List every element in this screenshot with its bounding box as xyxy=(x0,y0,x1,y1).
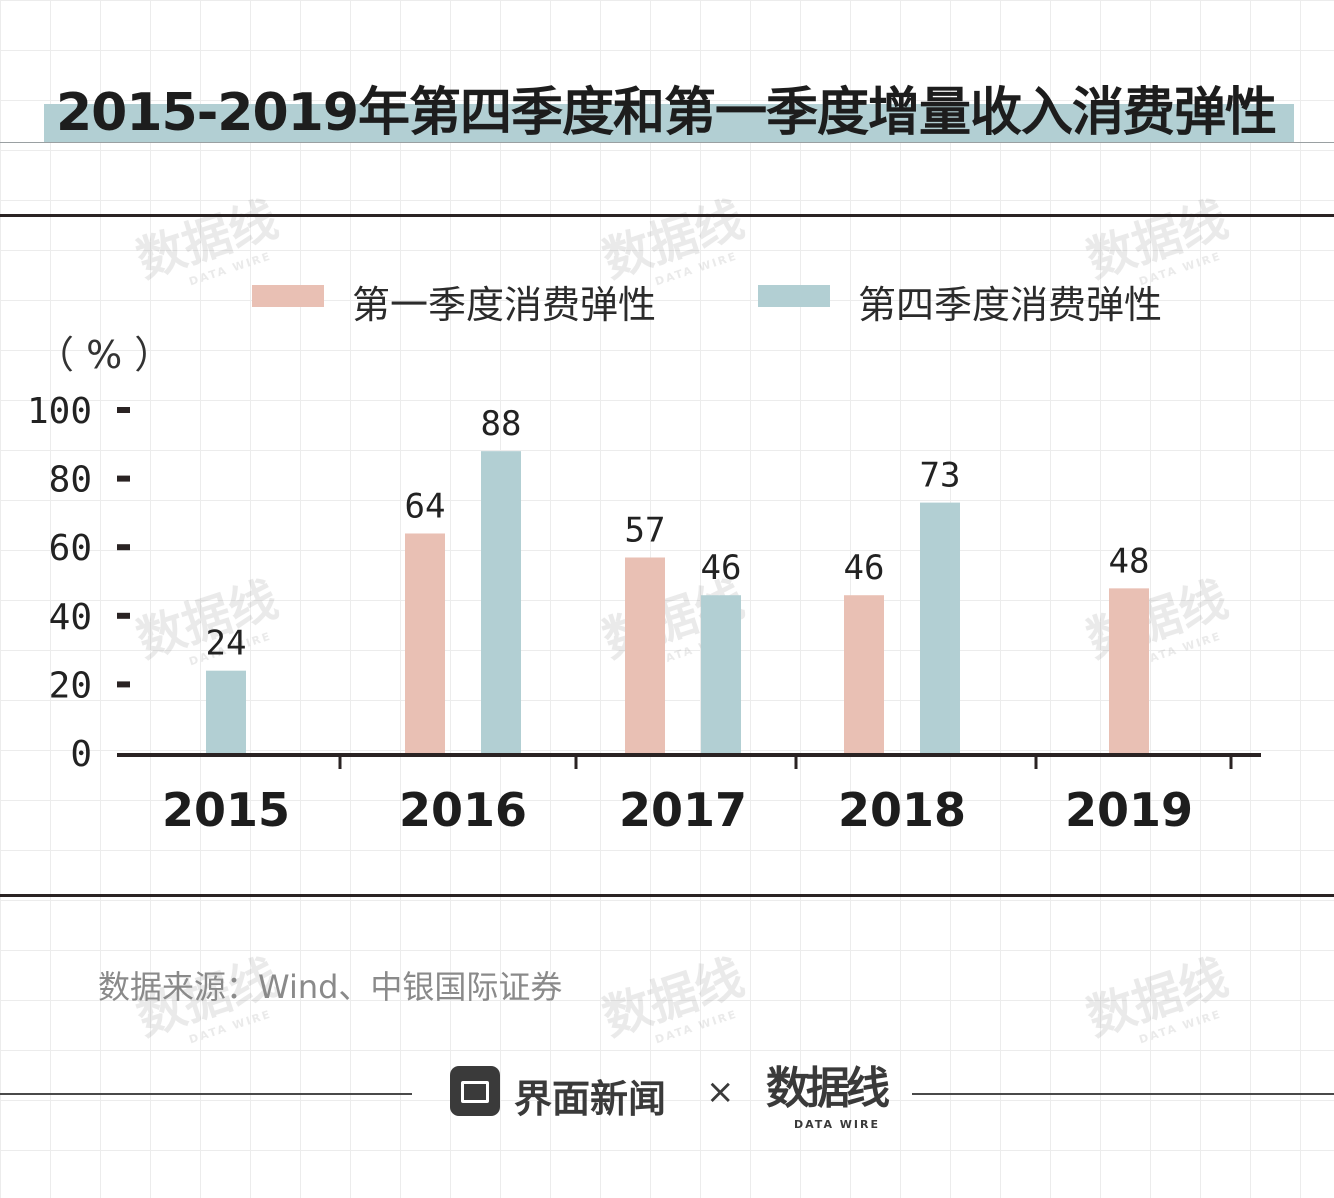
jiemian-logo-text: 界面新闻 xyxy=(514,1077,667,1121)
watermark: 数据线 DATA WIRE xyxy=(1080,949,1235,1047)
x-tick-label: 2015 xyxy=(162,783,290,837)
footer-rule-left xyxy=(0,1093,412,1095)
y-tick-label: 100 xyxy=(27,391,92,432)
bar-2017-q4 xyxy=(701,595,741,753)
data-label: 48 xyxy=(1109,541,1150,581)
x-axis-line xyxy=(117,753,1261,757)
data-label: 88 xyxy=(481,404,522,444)
data-label: 57 xyxy=(625,510,666,550)
x-tick-label: 2017 xyxy=(619,783,747,837)
x-tick-label: 2019 xyxy=(1065,783,1193,837)
data-label: 46 xyxy=(844,548,885,588)
x-axis: 2015 2016 2017 2018 2019 xyxy=(117,753,1261,837)
data-label: 46 xyxy=(701,548,742,588)
bar-2018-q1 xyxy=(844,595,884,753)
y-tick-label: 60 xyxy=(49,528,92,569)
source-note: 数据来源：Wind、中银国际证券 xyxy=(98,968,563,1006)
bar-2017-q1 xyxy=(625,557,665,753)
data-wire-logo: 数据线 DATA WIRE xyxy=(766,1050,890,1136)
data-label: 24 xyxy=(206,624,247,664)
bars: 24 64 88 57 46 46 73 48 xyxy=(206,404,1150,753)
chart-title: 2015-2019年第四季度和第一季度增量收入消费弹性 xyxy=(56,83,1277,143)
data-label: 64 xyxy=(405,486,446,526)
x-tick-mark xyxy=(794,753,798,769)
x-tick-mark xyxy=(574,753,578,769)
y-tick-mark xyxy=(117,681,130,688)
bar-2019-q1 xyxy=(1109,588,1149,753)
y-tick-mark xyxy=(117,475,130,482)
legend-swatch-q4 xyxy=(758,285,830,307)
title-underline xyxy=(0,142,1334,143)
x-tick-mark xyxy=(338,753,342,769)
legend-label-q1: 第一季度消费弹性 xyxy=(352,283,657,327)
watermark: 数据线 DATA WIRE xyxy=(596,949,751,1047)
y-tick-mark xyxy=(117,612,130,619)
data-wire-logo-cn: 数据线 xyxy=(766,1063,890,1114)
title-highlight-band xyxy=(44,104,1294,142)
x-tick-mark xyxy=(1034,753,1038,769)
y-tick-label: 20 xyxy=(49,665,92,706)
y-tick-label: 0 xyxy=(70,734,92,775)
bar-2015-q4 xyxy=(206,670,246,753)
top-divider xyxy=(0,214,1334,217)
y-tick-mark xyxy=(117,544,130,551)
data-label: 73 xyxy=(920,456,961,496)
x-tick-label: 2016 xyxy=(399,783,527,837)
bar-2016-q1 xyxy=(405,533,445,753)
legend-label-q4: 第四季度消费弹性 xyxy=(858,283,1163,327)
bar-2016-q4 xyxy=(481,451,521,753)
y-tick-label: 40 xyxy=(49,597,92,638)
y-axis: 0 20 40 60 80 100 xyxy=(27,391,130,775)
data-wire-logo-en: DATA WIRE xyxy=(794,1118,880,1131)
legend-swatch-q1 xyxy=(252,285,324,307)
bottom-divider xyxy=(0,894,1334,897)
bar-2018-q4 xyxy=(920,502,960,753)
x-tick-label: 2018 xyxy=(838,783,966,837)
y-tick-label: 80 xyxy=(49,460,92,501)
y-axis-unit: （ % ） xyxy=(36,333,173,377)
jiemian-logo-icon xyxy=(450,1066,500,1116)
x-tick-mark xyxy=(1229,753,1233,769)
collab-separator: × xyxy=(706,1072,735,1112)
footer-rule-right xyxy=(912,1093,1334,1095)
y-tick-mark xyxy=(117,407,130,413)
